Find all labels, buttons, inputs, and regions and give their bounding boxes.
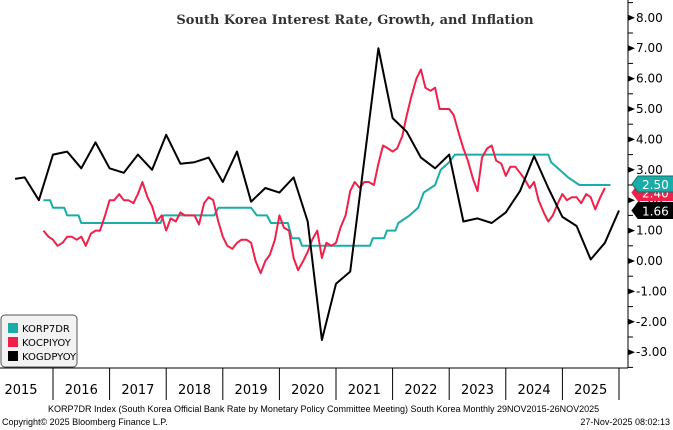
x-tick-label: 2019 [235, 383, 268, 398]
y-tick-mark [628, 45, 635, 52]
y-tick-label: 8.00 [636, 11, 663, 25]
legend-label-korp7dr: KORP7DR [22, 324, 70, 335]
legend-label-kogdpyoy: KOGDPYOY [22, 352, 77, 363]
chart-title: South Korea Interest Rate, Growth, and I… [176, 13, 534, 28]
y-tick-mark [628, 14, 635, 21]
x-tick-label: 2015 [4, 383, 37, 398]
y-tick-mark [628, 197, 635, 204]
x-tick-label: 2023 [461, 383, 494, 398]
last-value-tag-korp7dr [631, 175, 673, 193]
x-tick-label: 2018 [178, 383, 211, 398]
footer-description: KORP7DR Index (South Korea Official Bank… [48, 404, 599, 414]
y-tick-mark [628, 75, 635, 82]
y-tick-label: 3.00 [636, 163, 663, 177]
y-tick-mark [628, 136, 635, 143]
y-tick-label: 0.00 [636, 254, 663, 268]
last-value-tags: 2.402.501.66 [631, 175, 673, 220]
series-line-korp7dr [43, 153, 611, 247]
y-tick-mark [628, 227, 635, 234]
legend-label-kocpiyoy: KOCPIYOY [22, 338, 72, 349]
footer-copyright: Copyright© 2025 Bloomberg Finance L.P. [2, 417, 168, 427]
x-tick-label: 2022 [404, 383, 437, 398]
y-tick-mark [628, 106, 635, 112]
x-tick-label: 2020 [291, 383, 324, 398]
x-tick-label: 2017 [121, 383, 154, 398]
series-line-kogdpyoy [14, 47, 620, 341]
x-tick-label: 2021 [348, 383, 381, 398]
y-tick-mark [628, 288, 635, 295]
y-tick-label: 1.00 [636, 224, 663, 238]
y-tick-mark [628, 318, 635, 325]
legend-box [0, 314, 78, 368]
last-value-label-korp7dr: 2.50 [642, 178, 669, 192]
y-tick-label: 7.00 [636, 41, 663, 55]
last-value-tag-kogdpyoy [631, 202, 673, 220]
legend-swatch-kogdpyoy [8, 351, 18, 361]
legend-swatch-kocpiyoy [8, 337, 18, 347]
y-tick-mark [628, 166, 635, 173]
y-tick-mark [628, 349, 635, 356]
legend: KORP7DR KOCPIYOY KOGDPYOY [0, 314, 78, 368]
y-tick-label: 5.00 [636, 102, 663, 116]
x-tick-label: 2024 [518, 383, 551, 398]
y-tick-mark [628, 258, 635, 264]
footer-timestamp: 27-Nov-2025 08:02:13 [580, 417, 670, 427]
x-tick-label: 2025 [574, 383, 607, 398]
y-tick-label: 4.00 [636, 132, 663, 146]
series-line-kocpiyoy [42, 68, 606, 275]
last-value-label-kogdpyoy: 1.66 [642, 205, 669, 219]
x-tick-label: 2016 [65, 383, 98, 398]
plot-area [14, 47, 620, 341]
y-tick-label: 6.00 [636, 72, 663, 86]
y-tick-label: -2.00 [636, 315, 667, 329]
y-tick-label: -3.00 [636, 345, 667, 359]
legend-swatch-korp7dr [8, 323, 18, 333]
y-tick-label: -1.00 [636, 284, 667, 298]
x-axis: 2015 2016 2017 2018 2019 2020 2021 2022 2023 2024… [0, 367, 628, 400]
